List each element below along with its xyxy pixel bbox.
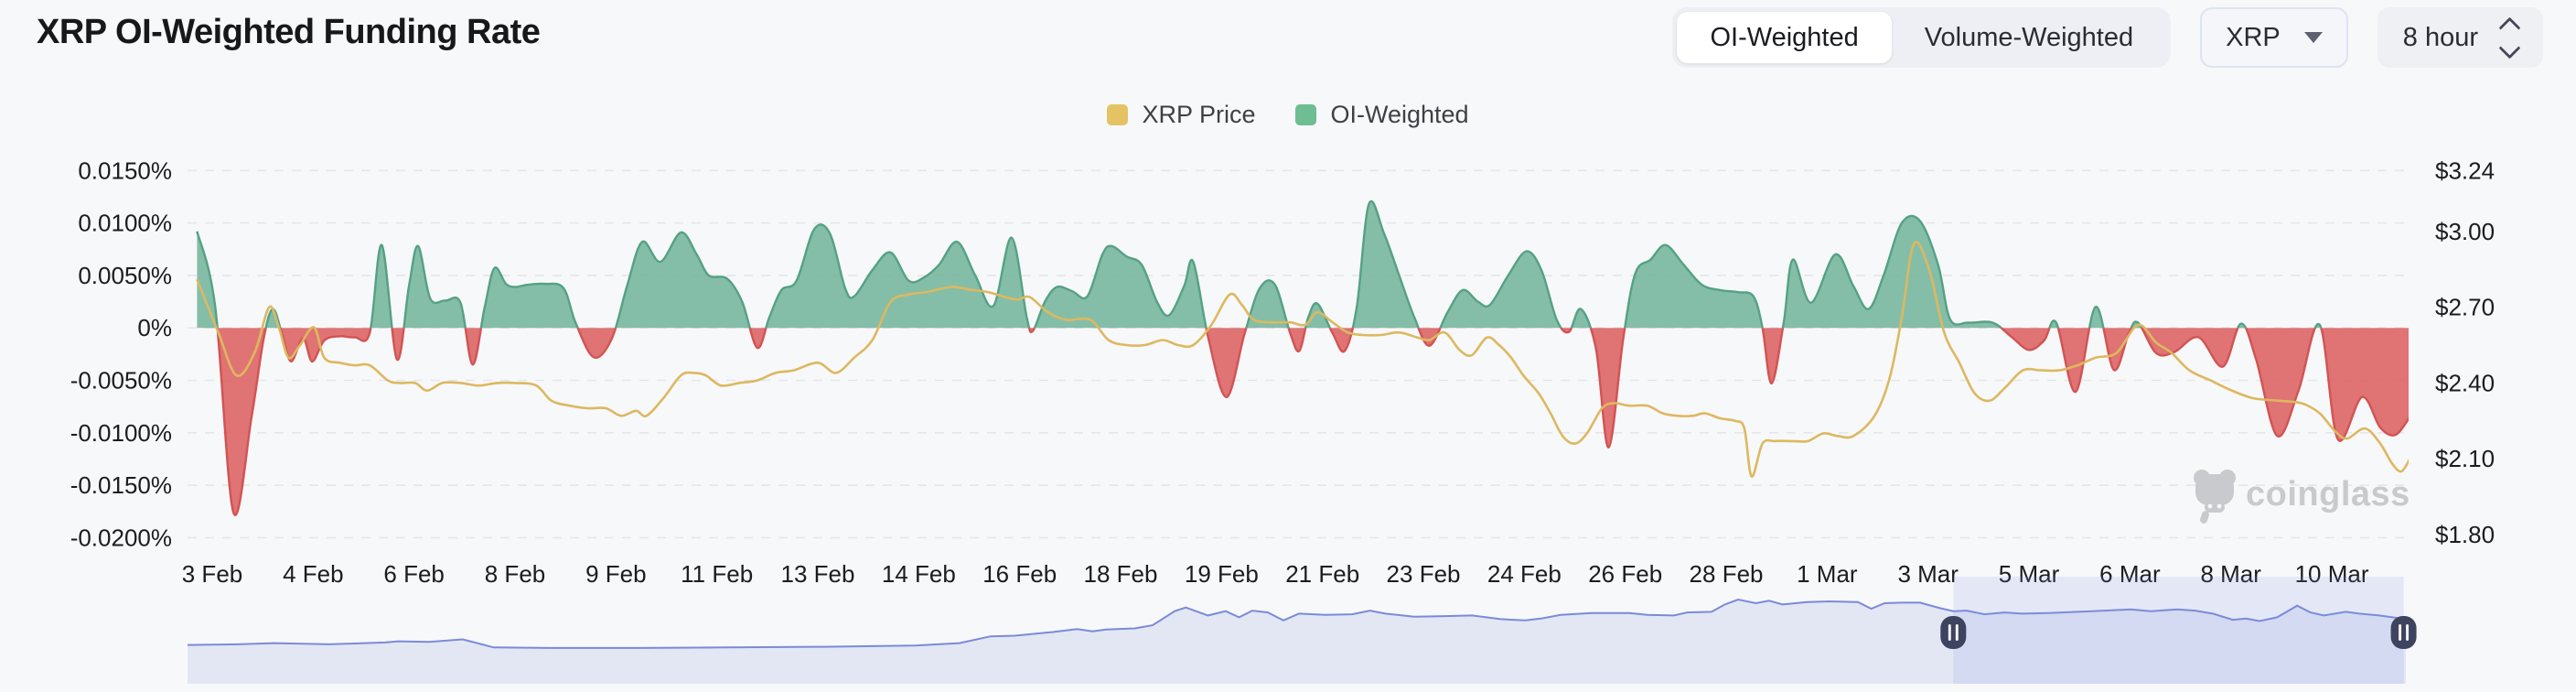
- x-axis-tick-label: 14 Feb: [882, 560, 956, 588]
- symbol-select[interactable]: XRP: [2200, 7, 2348, 68]
- x-axis-tick-label: 5 Mar: [1999, 560, 2060, 588]
- left-axis-tick-label: -0.0200%: [70, 524, 172, 551]
- right-axis-tick-label: $2.40: [2435, 369, 2495, 396]
- legend-label: XRP Price: [1142, 101, 1256, 128]
- xrp-price-swatch: [1107, 104, 1129, 125]
- x-axis-tick-label: 28 Feb: [1690, 560, 1764, 588]
- x-axis-tick-label: 10 Mar: [2295, 560, 2369, 588]
- chart-controls: OI-Weighted Volume-Weighted XRP 8 hour: [1672, 7, 2543, 68]
- left-axis-tick-label: -0.0150%: [70, 471, 172, 499]
- caret-down-icon: [2303, 32, 2323, 43]
- x-axis-tick-label: 11 Feb: [681, 560, 753, 588]
- x-axis-tick-label: 3 Feb: [182, 560, 243, 588]
- watermark-text: coinglass: [2246, 475, 2410, 514]
- interval-select-value: 8 hour: [2402, 22, 2478, 52]
- header: XRP OI-Weighted Funding Rate OI-Weighted…: [0, 0, 2576, 82]
- chart-legend: XRP Price OI-Weighted: [0, 101, 2576, 129]
- x-axis-tick-label: 13 Feb: [781, 560, 855, 588]
- x-axis-tick-label: 19 Feb: [1185, 560, 1259, 588]
- symbol-select-value: XRP: [2226, 22, 2281, 52]
- x-axis-tick-label: 24 Feb: [1487, 560, 1562, 588]
- legend-item-oi-weighted[interactable]: OI-Weighted: [1295, 101, 1469, 129]
- left-axis-tick-label: 0%: [137, 314, 172, 341]
- left-axis-tick-label: 0.0100%: [78, 210, 172, 237]
- right-axis-tick-label: $2.70: [2435, 294, 2495, 321]
- navigator-left-handle[interactable]: [1940, 616, 1967, 649]
- oi-weighted-area-series: [196, 200, 2409, 516]
- x-axis-tick-label: 1 Mar: [1797, 560, 1858, 588]
- x-axis-tick-label: 3 Mar: [1897, 560, 1959, 588]
- x-axis-tick-label: 21 Feb: [1285, 560, 1359, 588]
- x-axis-tick-label: 9 Feb: [585, 560, 647, 588]
- oi-weighted-swatch: [1295, 104, 1317, 125]
- right-axis-tick-label: $3.24: [2435, 157, 2495, 185]
- x-axis-labels: 3 Feb 4 Feb 6 Feb 8 Feb 9 Feb 11 Feb 13 Feb 14 …: [182, 560, 2369, 588]
- x-axis-tick-label: 8 Mar: [2200, 560, 2261, 588]
- left-axis-tick-label: 0.0050%: [78, 262, 172, 289]
- x-axis-tick-label: 8 Feb: [485, 560, 546, 588]
- left-axis-tick-label: -0.0100%: [70, 419, 172, 447]
- x-axis-tick-label: 6 Feb: [383, 560, 445, 588]
- x-axis-tick-label: 6 Mar: [2099, 560, 2161, 588]
- right-axis-tick-label: $2.10: [2435, 445, 2495, 472]
- x-axis-tick-label: 16 Feb: [982, 560, 1057, 588]
- tab-oi-weighted[interactable]: OI-Weighted: [1677, 12, 1892, 63]
- interval-select[interactable]: 8 hour: [2377, 7, 2543, 68]
- x-axis-tick-label: 18 Feb: [1084, 560, 1158, 588]
- page-title: XRP OI-Weighted Funding Rate: [37, 13, 541, 51]
- legend-item-xrp-price[interactable]: XRP Price: [1107, 101, 1255, 129]
- right-axis-tick-label: $3.00: [2435, 218, 2495, 245]
- legend-label: OI-Weighted: [1330, 101, 1469, 128]
- navigator-right-handle[interactable]: [2390, 616, 2417, 649]
- xrp-price-line-series: [196, 241, 2409, 478]
- x-axis-tick-label: 4 Feb: [283, 560, 344, 588]
- weighting-tabs: OI-Weighted Volume-Weighted: [1672, 7, 2172, 68]
- x-axis-tick-label: 23 Feb: [1387, 560, 1461, 588]
- time-range-navigator[interactable]: [187, 577, 2417, 684]
- coinglass-watermark: coinglass: [2194, 470, 2410, 524]
- x-axis-tick-label: 26 Feb: [1588, 560, 1662, 588]
- right-axis-labels: $3.24 $3.00 $2.70 $2.40 $2.10 $1.80: [2435, 157, 2495, 548]
- left-axis-labels: 0.0150% 0.0100% 0.0050% 0% -0.0050% -0.0100% -…: [70, 157, 172, 551]
- left-axis-tick-label: -0.0050%: [70, 367, 172, 395]
- navigator-selection[interactable]: [1953, 577, 2404, 684]
- right-axis-tick-label: $1.80: [2435, 521, 2495, 548]
- tab-volume-weighted[interactable]: Volume-Weighted: [1924, 22, 2134, 52]
- left-axis-tick-label: 0.0150%: [78, 157, 172, 184]
